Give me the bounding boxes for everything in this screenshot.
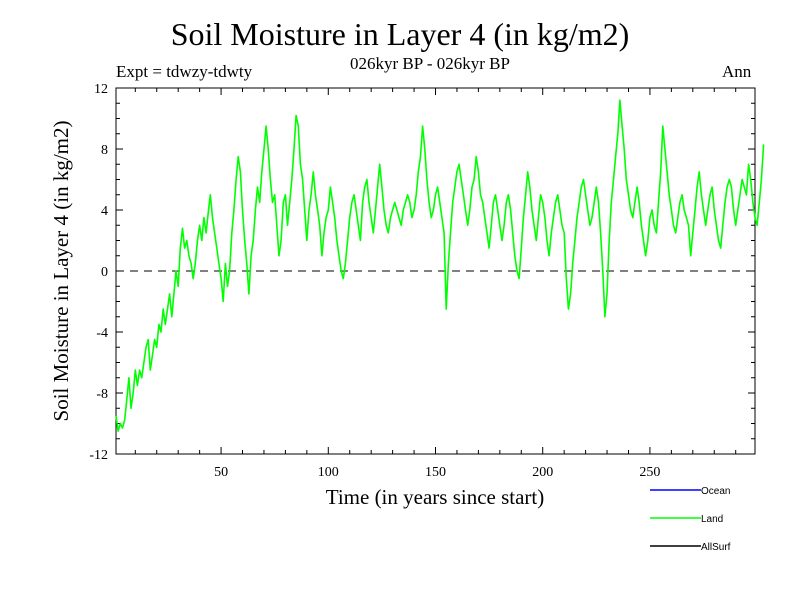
y-tick-label: -4 xyxy=(96,326,108,341)
legend-label: Ocean xyxy=(701,486,730,497)
page-title: Soil Moisture in Layer 4 (in kg/m2) xyxy=(170,16,630,52)
legend-label: Land xyxy=(701,514,723,525)
x-tick-label: 200 xyxy=(532,465,553,480)
y-tick-label: 8 xyxy=(101,143,108,158)
plot-frame xyxy=(115,87,756,455)
y-tick-label: -8 xyxy=(96,387,108,402)
x-tick-label: 50 xyxy=(214,465,228,480)
x-axis: 50 100 150 200 250 xyxy=(134,88,737,480)
y-tick-label: 4 xyxy=(101,204,108,219)
x-axis-title: Time (in years since start) xyxy=(326,485,545,509)
x-tick-label: 150 xyxy=(425,465,446,480)
y-axis-title: Soil Moisture in Layer 4 (in kg/m2) xyxy=(49,121,73,422)
y-tick-label: 0 xyxy=(101,265,108,280)
x-tick-label: 100 xyxy=(318,465,339,480)
legend: Ocean Land AllSurf xyxy=(650,486,731,553)
period-label: 026kyr BP - 026kyr BP xyxy=(350,54,510,73)
experiment-label: Expt = tdwzy-tdwty xyxy=(116,62,253,81)
series-line-land xyxy=(115,99,765,432)
y-tick-label: -12 xyxy=(89,448,108,463)
season-label: Ann xyxy=(722,62,752,81)
y-axis: -12 -8 -4 0 4 8 12 xyxy=(89,82,755,463)
legend-label: AllSurf xyxy=(701,542,731,553)
y-tick-label: 12 xyxy=(94,82,108,97)
x-tick-label: 250 xyxy=(639,465,660,480)
